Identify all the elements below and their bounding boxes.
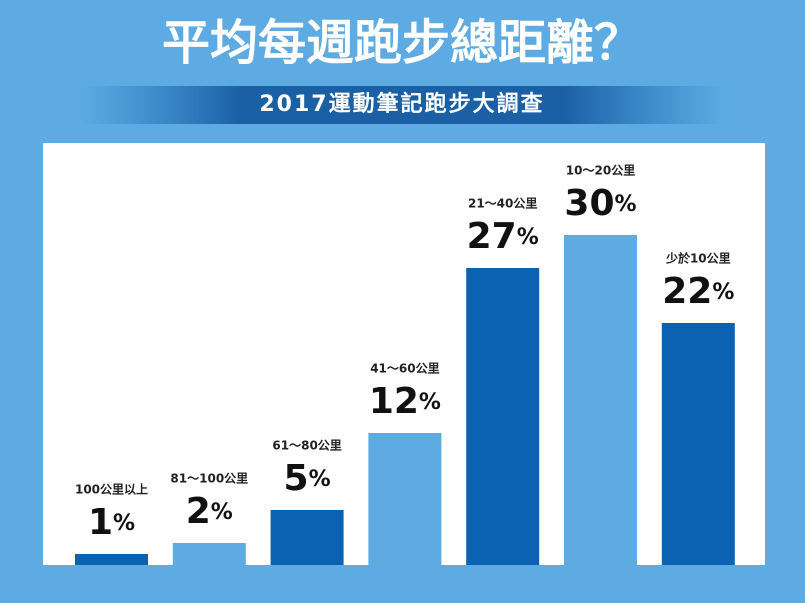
chart-subtitle: 2017運動筆記跑步大調查 [259,91,544,117]
bar [661,323,735,565]
value-label: 2% [186,491,233,532]
bar [172,543,246,565]
value-label: 12% [369,381,441,422]
chart-title: 平均每週跑步總距離？ [162,15,642,71]
category-label: 21～40公里 [468,196,537,211]
bar [564,235,637,565]
value-label: 1% [88,502,135,543]
value-label: 22% [662,271,734,312]
bar [270,510,344,565]
value-label: 5% [284,458,331,499]
bar [466,268,540,565]
category-label: 41～60公里 [370,361,439,376]
category-label: 少於10公里 [665,251,731,266]
subtitle-band [80,86,725,124]
value-label: 27% [467,216,539,257]
category-label: 81～100公里 [170,471,248,486]
bar [75,554,148,565]
value-label: 30% [564,183,636,224]
category-label: 61～80公里 [272,438,341,453]
bar [368,433,442,565]
category-label: 10～20公里 [566,163,635,178]
category-label: 100公里以上 [75,482,148,497]
